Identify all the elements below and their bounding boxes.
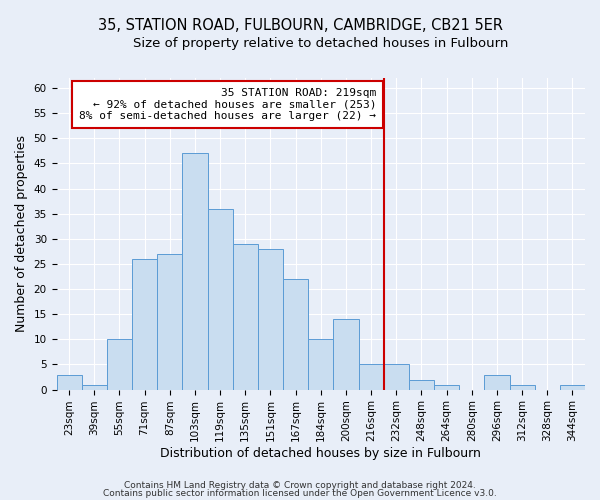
- Bar: [56, 374, 82, 390]
- Bar: [509, 384, 535, 390]
- Bar: [258, 249, 283, 390]
- Bar: [233, 244, 258, 390]
- Bar: [182, 154, 208, 390]
- Bar: [283, 279, 308, 390]
- Bar: [334, 319, 359, 390]
- Bar: [308, 340, 334, 390]
- Y-axis label: Number of detached properties: Number of detached properties: [15, 136, 28, 332]
- Bar: [82, 384, 107, 390]
- X-axis label: Distribution of detached houses by size in Fulbourn: Distribution of detached houses by size …: [160, 447, 481, 460]
- Text: 35, STATION ROAD, FULBOURN, CAMBRIDGE, CB21 5ER: 35, STATION ROAD, FULBOURN, CAMBRIDGE, C…: [97, 18, 503, 32]
- Bar: [157, 254, 182, 390]
- Bar: [359, 364, 383, 390]
- Bar: [107, 340, 132, 390]
- Bar: [383, 364, 409, 390]
- Title: Size of property relative to detached houses in Fulbourn: Size of property relative to detached ho…: [133, 38, 508, 51]
- Bar: [132, 259, 157, 390]
- Bar: [434, 384, 459, 390]
- Bar: [208, 208, 233, 390]
- Text: 35 STATION ROAD: 219sqm
← 92% of detached houses are smaller (253)
8% of semi-de: 35 STATION ROAD: 219sqm ← 92% of detache…: [79, 88, 376, 122]
- Bar: [484, 374, 509, 390]
- Text: Contains HM Land Registry data © Crown copyright and database right 2024.: Contains HM Land Registry data © Crown c…: [124, 480, 476, 490]
- Bar: [409, 380, 434, 390]
- Bar: [560, 384, 585, 390]
- Text: Contains public sector information licensed under the Open Government Licence v3: Contains public sector information licen…: [103, 489, 497, 498]
